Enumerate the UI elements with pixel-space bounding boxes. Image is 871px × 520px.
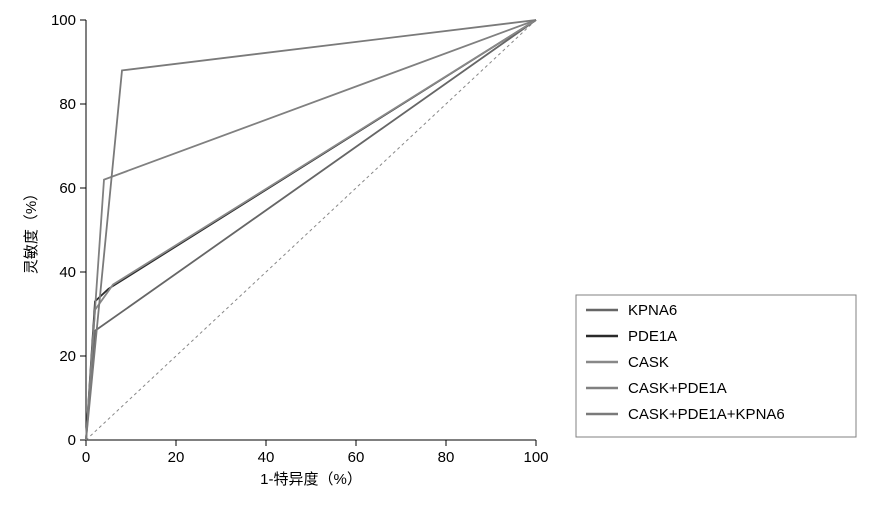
legend-label: KPNA6 <box>628 302 677 319</box>
y-tick-label: 40 <box>59 264 76 281</box>
x-tick-label: 60 <box>348 449 365 466</box>
y-tick-label: 20 <box>59 348 76 365</box>
x-tick-labels: 0 20 40 60 80 100 <box>82 449 549 466</box>
x-tick-label: 80 <box>438 449 455 466</box>
y-axis-label: 灵敏度（%） <box>23 186 40 274</box>
x-tick-label: 100 <box>523 449 548 466</box>
reference-diagonal <box>86 20 536 440</box>
roc-chart: 0 20 40 60 80 100 0 20 40 60 80 100 1-特异度（%） 灵敏度（%… <box>0 0 871 520</box>
y-tick-label: 100 <box>51 12 76 29</box>
legend-label: CASK+PDE1A <box>628 380 727 397</box>
legend: KPNA6 PDE1A CASK CASK+PDE1A CASK+PDE1A+KPNA6 <box>576 295 856 437</box>
y-tick-labels: 0 20 40 60 80 100 <box>51 12 76 449</box>
x-tick-label: 20 <box>168 449 185 466</box>
legend-label: CASK <box>628 354 669 371</box>
y-tick-label: 0 <box>68 432 76 449</box>
y-tick-label: 80 <box>59 96 76 113</box>
legend-label: CASK+PDE1A+KPNA6 <box>628 406 785 423</box>
x-axis-label: 1-特异度（%） <box>260 471 362 488</box>
legend-label: PDE1A <box>628 328 677 345</box>
x-tick-label: 0 <box>82 449 90 466</box>
x-tick-label: 40 <box>258 449 275 466</box>
y-tick-label: 60 <box>59 180 76 197</box>
